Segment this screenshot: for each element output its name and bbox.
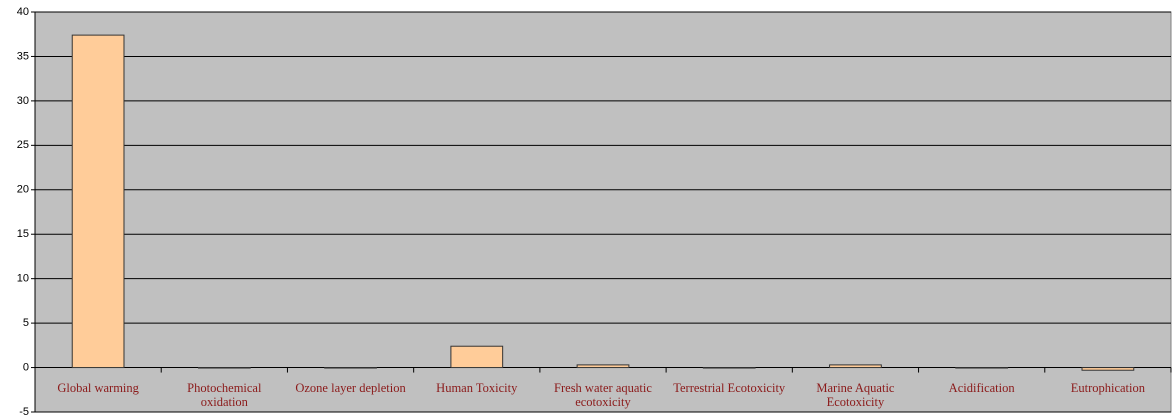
y-tick-label: 35 — [17, 50, 29, 62]
x-tick-label: Human Toxicity — [436, 380, 518, 395]
plot-area — [34, 11, 1172, 413]
y-tick-label: 5 — [23, 317, 29, 329]
x-tick-label: Fresh water aquatic ecotoxicity — [554, 380, 652, 409]
x-tick-label: Photochemical oxidation — [187, 380, 262, 409]
bar — [71, 34, 125, 369]
x-tick-label: Ozone layer depletion — [295, 380, 406, 395]
x-tick-label-box: Acidification — [948, 380, 1015, 395]
bar — [829, 364, 882, 369]
x-tick-label-box: Photochemical oxidation — [187, 380, 262, 409]
y-tick-label: 25 — [17, 139, 29, 151]
x-tick-label: Global warming — [57, 380, 139, 395]
bar — [324, 367, 377, 369]
bar — [576, 364, 630, 369]
x-tick-label-box: Eutrophication — [1070, 380, 1146, 395]
y-tick-label: 10 — [17, 273, 29, 285]
y-tick-label: 30 — [17, 95, 29, 107]
y-tick-label: 20 — [17, 184, 29, 196]
x-tick-label-box: Ozone layer depletion — [295, 380, 406, 395]
y-tick-label: -5 — [19, 406, 29, 418]
y-tick-label: 40 — [17, 6, 29, 18]
bar — [702, 367, 756, 369]
bar — [1081, 367, 1135, 371]
bar — [450, 345, 504, 369]
y-tick-label: 0 — [23, 361, 29, 373]
x-tick-label: Acidification — [948, 380, 1015, 395]
x-tick-label: Terrestrial Ecotoxicity — [673, 380, 786, 395]
x-tick-label-box: Marine Aquatic Ecotoxicity — [816, 380, 895, 409]
bar — [955, 367, 1009, 369]
y-tick-label: 15 — [17, 228, 29, 240]
x-tick-label-box: Fresh water aquatic ecotoxicity — [554, 380, 652, 409]
x-tick-label: Marine Aquatic Ecotoxicity — [816, 380, 895, 409]
x-tick-label-box: Human Toxicity — [436, 380, 518, 395]
x-tick-label-box: Terrestrial Ecotoxicity — [673, 380, 786, 395]
bar — [197, 367, 251, 369]
x-tick-label: Eutrophication — [1070, 380, 1146, 395]
x-tick-label-box: Global warming — [57, 380, 139, 395]
